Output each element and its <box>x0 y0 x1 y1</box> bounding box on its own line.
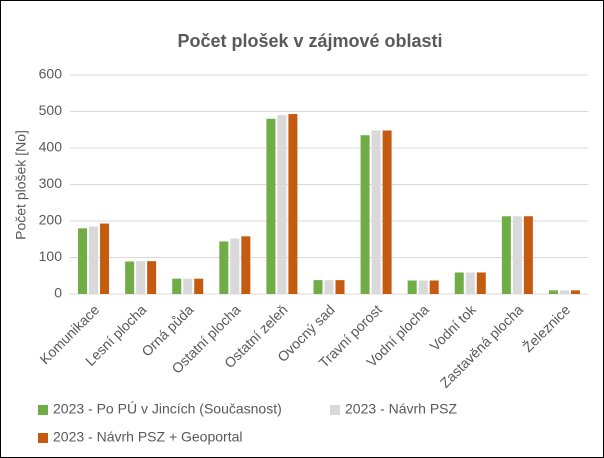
bar <box>89 226 99 294</box>
bar <box>230 238 240 294</box>
bar <box>241 236 251 294</box>
bar <box>219 241 229 294</box>
bar <box>313 280 323 294</box>
legend-label: 2023 - Po PÚ v Jincích (Současnost) <box>53 401 282 417</box>
bar <box>194 278 204 294</box>
bar <box>454 272 464 294</box>
y-axis-label: Počet plošek [No] <box>13 130 29 240</box>
bar <box>418 280 428 294</box>
bar <box>429 280 439 294</box>
y-tick-label: 100 <box>39 248 63 264</box>
bar <box>100 223 110 294</box>
chart-title: Počet plošek v zájmové oblasti <box>177 31 442 51</box>
legend-swatch <box>38 433 48 443</box>
bar <box>523 216 533 294</box>
y-tick-label: 0 <box>54 285 62 301</box>
bar <box>183 278 193 294</box>
y-tick-label: 300 <box>39 175 63 191</box>
bar <box>136 261 146 294</box>
bar <box>548 290 558 294</box>
y-tick-label: 600 <box>39 66 63 82</box>
legend-swatch <box>38 405 48 415</box>
bar <box>382 130 392 294</box>
legend-swatch <box>330 405 340 415</box>
bar <box>125 261 135 294</box>
bar <box>324 280 334 294</box>
y-tick-label: 500 <box>39 102 63 118</box>
bar <box>501 216 511 294</box>
bar <box>335 280 345 294</box>
legend-label: 2023 - Návrh PSZ <box>345 401 457 417</box>
legend-label: 2023 - Návrh PSZ + Geoportal <box>53 429 243 445</box>
bar <box>172 278 182 294</box>
bar <box>559 290 569 294</box>
bar <box>288 114 298 295</box>
bar <box>266 118 276 294</box>
bar <box>570 290 580 294</box>
bar <box>360 135 370 294</box>
bar <box>371 130 381 294</box>
y-tick-label: 200 <box>39 212 63 228</box>
y-tick-label: 400 <box>39 139 63 155</box>
bar <box>78 228 88 294</box>
bar <box>465 272 475 294</box>
bar <box>407 280 417 294</box>
bar <box>476 272 486 294</box>
bar <box>512 216 522 294</box>
bar <box>277 115 287 295</box>
bar <box>147 261 157 294</box>
